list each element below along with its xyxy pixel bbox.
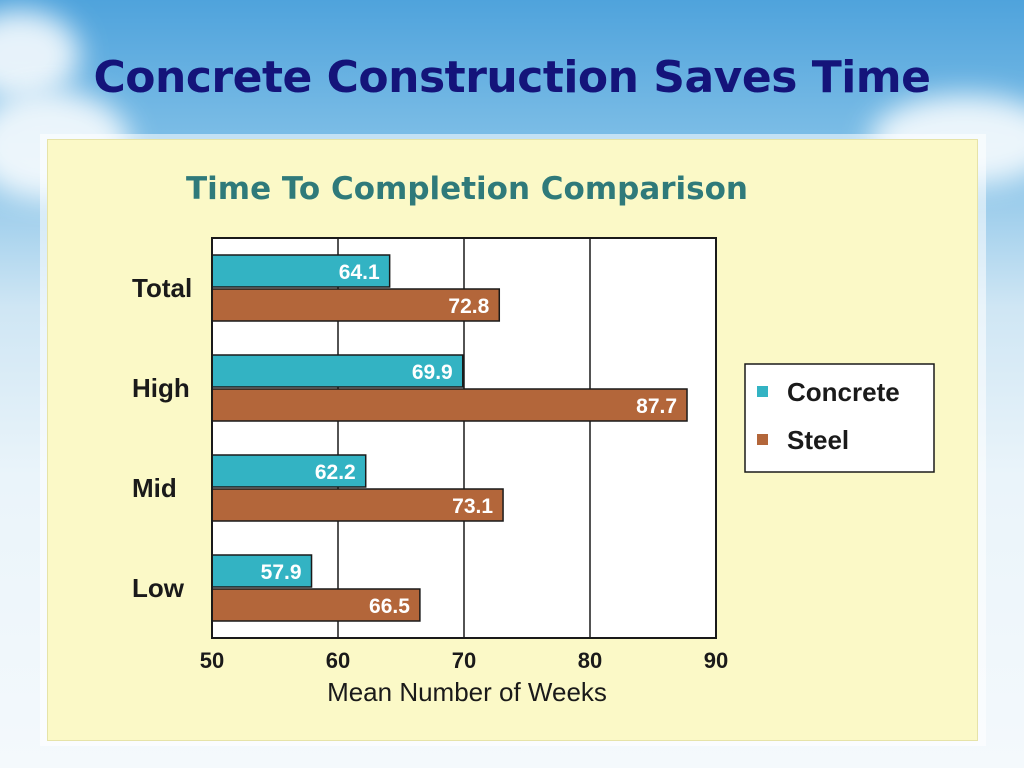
legend-swatch <box>757 434 768 445</box>
steel-bar <box>211 388 688 422</box>
x-tick-label: 90 <box>704 648 728 673</box>
plot-frame <box>211 237 717 639</box>
bar-value-label: 66.5 <box>369 595 410 618</box>
legend-box <box>744 363 935 473</box>
x-tick-label: 60 <box>326 648 350 673</box>
category-label: Low <box>132 573 185 603</box>
concrete-bar <box>211 354 464 388</box>
bar-value-label: 57.9 <box>261 561 302 584</box>
concrete-bar <box>211 554 313 588</box>
concrete-bar <box>211 454 367 488</box>
x-tick-label: 70 <box>452 648 476 673</box>
steel-bar <box>211 288 501 322</box>
x-tick-label: 80 <box>578 648 602 673</box>
category-label: Mid <box>132 473 177 503</box>
bar-value-label: 64.1 <box>339 261 380 284</box>
bar-value-label: 73.1 <box>452 495 493 518</box>
x-axis-label: Mean Number of Weeks <box>327 677 607 707</box>
legend-swatch <box>757 386 768 397</box>
category-label: Total <box>132 273 192 303</box>
bar-value-label: 69.9 <box>412 361 453 384</box>
bar-value-label: 87.7 <box>636 395 677 418</box>
concrete-bar <box>211 254 391 288</box>
bar-chart: Time To Completion Comparison 50 60 70 80 90… <box>132 171 935 707</box>
bar-value-label: 62.2 <box>315 461 356 484</box>
slide-title: Concrete Construction Saves Time <box>93 52 931 103</box>
steel-bar <box>211 588 421 622</box>
x-tick-label: 50 <box>200 648 224 673</box>
legend-label: Concrete <box>787 377 900 407</box>
chart-title: Time To Completion Comparison <box>186 171 748 207</box>
legend-label: Steel <box>787 425 849 455</box>
bar-value-label: 72.8 <box>448 295 489 318</box>
steel-bar <box>211 488 504 522</box>
category-label: High <box>132 373 190 403</box>
